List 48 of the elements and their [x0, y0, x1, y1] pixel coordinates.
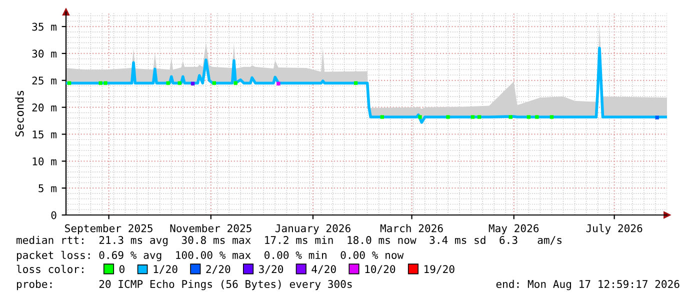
x-tick-label: September 2025 [65, 224, 152, 234]
point [477, 115, 482, 119]
x-tick-label: November 2025 [170, 224, 252, 232]
text: median rtt: 21.3 ms avg 30.8 ms max 17.2 ms min 18.0 ms now 3.4 ms sd 6.3 am/s [16, 236, 562, 246]
text: probe: 20 ICMP Echo Pings (56 Bytes) every 300s [16, 280, 352, 290]
y-tick-label: 5 m [38, 184, 56, 192]
text: end: Mon Aug 17 12:59:17 2026 [496, 280, 680, 290]
point [178, 81, 182, 85]
point [190, 82, 195, 86]
legend-label: 2/20 [206, 265, 230, 274]
point [508, 115, 512, 119]
line-series [66, 46, 667, 124]
x-tick-label: January 2026 [275, 224, 350, 234]
x-tick-label: March 2026 [380, 224, 443, 232]
point [535, 115, 539, 119]
point [104, 81, 108, 85]
legend-label: 1/20 [154, 265, 178, 274]
y-tick-label: 30 m [32, 50, 56, 58]
point [276, 82, 280, 86]
y-tick-label: 25 m [32, 76, 56, 85]
legend-label: 0 [119, 265, 124, 274]
legend-label: 10/20 [365, 265, 396, 274]
point [380, 115, 384, 119]
point [67, 81, 72, 85]
legend-label: 3/20 [259, 265, 284, 274]
point [212, 81, 216, 85]
y-tick-label: 0 [51, 211, 56, 220]
point [234, 81, 238, 85]
y-axis-title: Seconds [15, 90, 24, 136]
point [98, 81, 102, 85]
point [655, 116, 659, 120]
y-tick-label: 15 m [32, 130, 56, 138]
point [354, 81, 358, 85]
y-tick-label: 10 m [32, 157, 56, 166]
point [418, 115, 422, 119]
x-tick-label: May 2026 [488, 224, 539, 234]
point [550, 115, 554, 119]
point [166, 81, 170, 85]
x-tick-label: July 2026 [586, 224, 642, 234]
point [446, 115, 450, 119]
y-tick-label: 20 m [32, 104, 56, 112]
legend-label: 4/20 [312, 265, 336, 274]
text: packet loss: 0.69 % avg 100.00 % max 0.00 % min 0.00 % now [16, 250, 404, 262]
legend-title: loss color: [16, 264, 84, 274]
point [526, 115, 531, 119]
point [470, 115, 475, 119]
y-tick-label: 35 m [32, 22, 56, 31]
legend-label: 19/20 [424, 265, 454, 274]
